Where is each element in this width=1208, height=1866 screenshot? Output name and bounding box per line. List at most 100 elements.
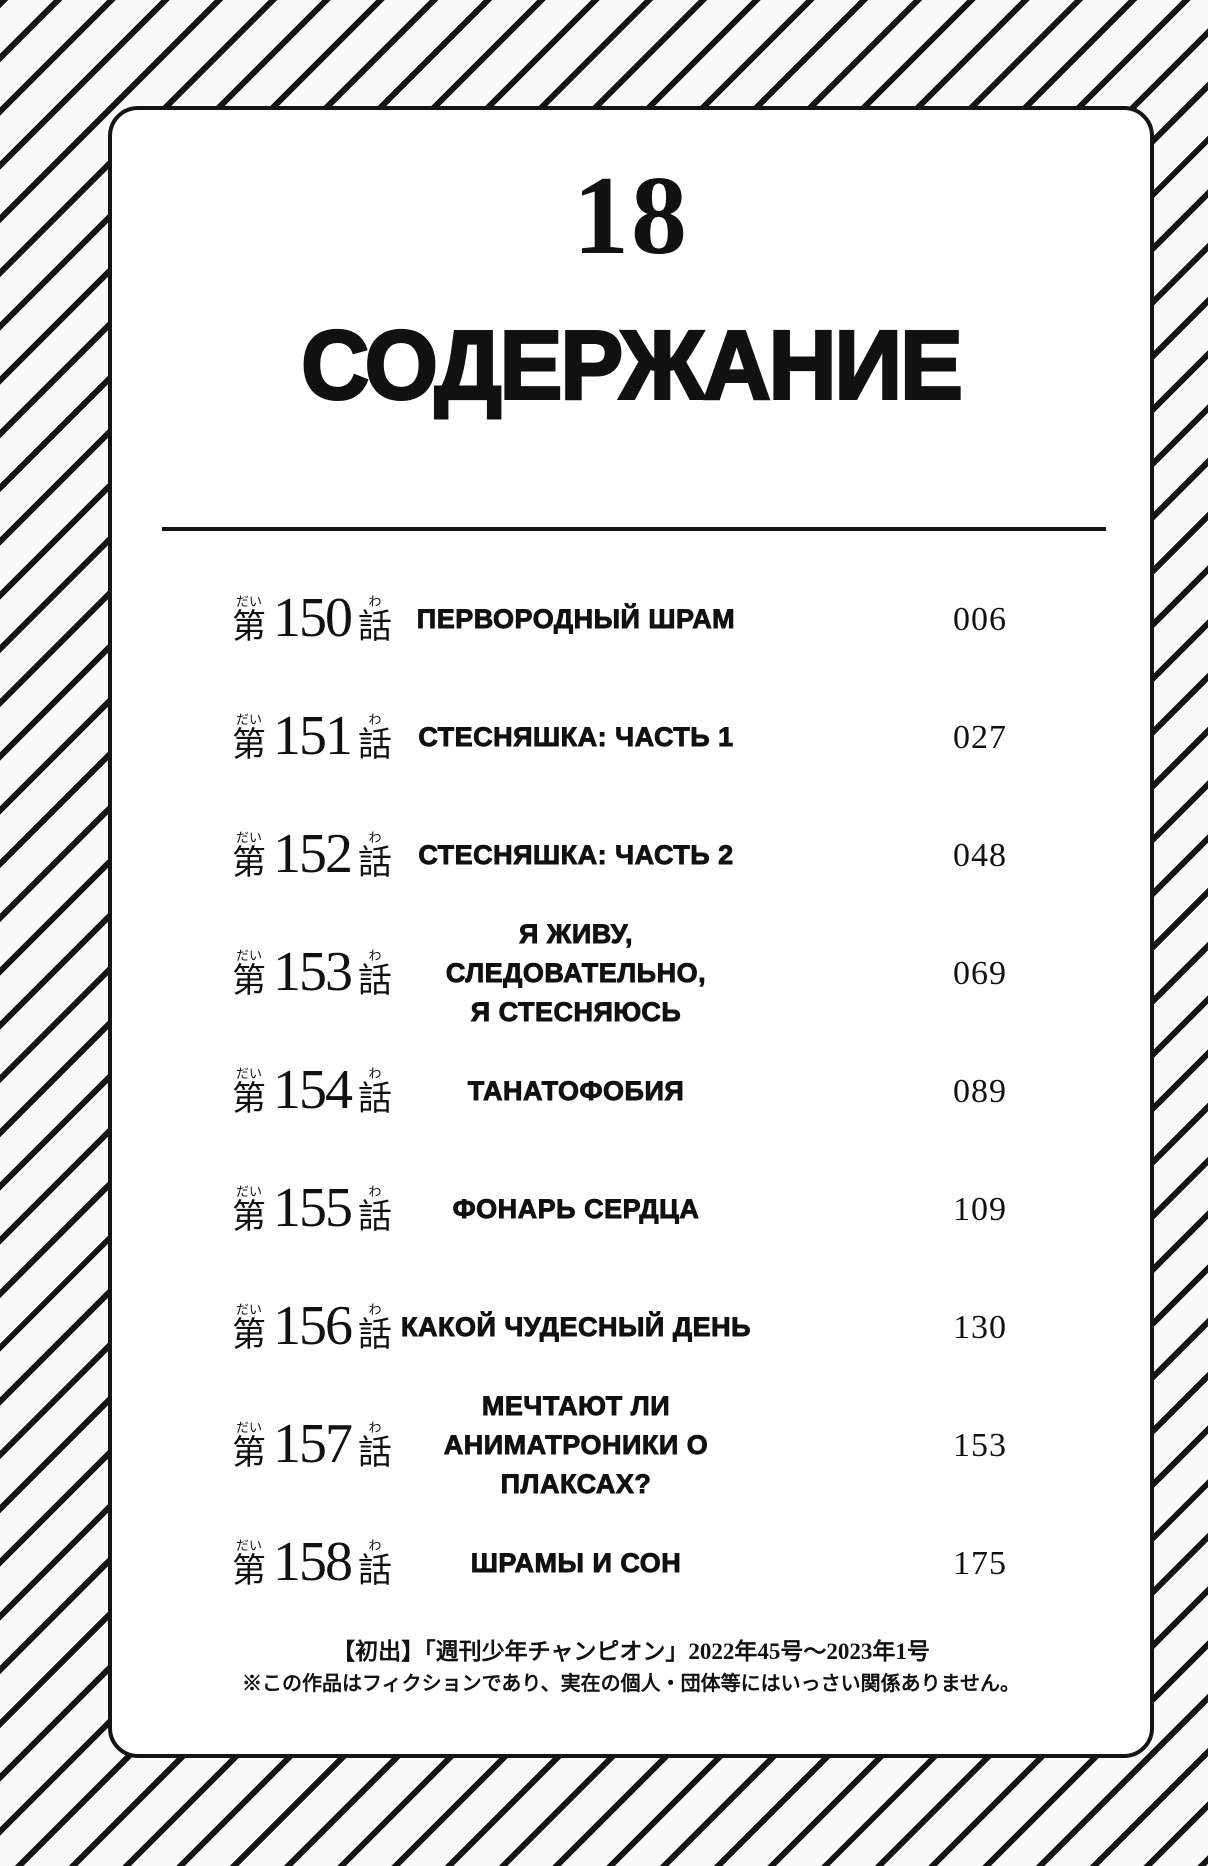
table-of-contents-row: だい 第 151 わ 話 СТЕСНЯШКА: ЧАСТЬ 1 027 xyxy=(112,679,1150,797)
chapter-suffix: わ 話 xyxy=(358,1185,392,1235)
chapter-title: КАКОЙ ЧУДЕСНЫЙ ДЕНЬ xyxy=(401,1312,751,1343)
chapter-marker: だい 第 150 わ 話 xyxy=(232,590,392,646)
chapter-suffix: わ 話 xyxy=(358,1539,392,1589)
chapter-title: ШРАМЫ И СОН xyxy=(470,1548,682,1579)
first-publication-note: 【初出】「週刊少年チャンピオン」2022年45号～2023年1号 xyxy=(332,1638,930,1664)
chapter-page-number: 130 xyxy=(953,1308,1007,1346)
chapter-number: 151 xyxy=(273,704,353,767)
chapter-prefix: だい 第 xyxy=(232,831,266,881)
chapter-title: МЕЧТАЮТ ЛИ АНИМАТРОНИКИ О ПЛАКСАХ? xyxy=(443,1390,709,1500)
chapter-number: 157 xyxy=(273,1412,353,1475)
chapter-title: Я ЖИВУ, СЛЕДОВАТЕЛЬНО, Я СТЕСНЯЮСЬ xyxy=(445,918,707,1028)
chapter-title: СТЕСНЯШКА: ЧАСТЬ 1 xyxy=(418,722,734,753)
kanji-dai: 第 xyxy=(232,1434,266,1472)
table-of-contents-row: だい 第 157 わ 話 МЕЧТАЮТ ЛИ АНИМАТРОНИКИ О П… xyxy=(112,1387,1150,1505)
chapter-page-number: 089 xyxy=(953,1072,1007,1110)
chapter-number: 156 xyxy=(273,1294,353,1357)
furigana-wa: わ xyxy=(368,1301,382,1317)
kanji-wa: 話 xyxy=(358,608,392,646)
chapter-page-number: 109 xyxy=(953,1190,1007,1228)
chapter-page-number: 048 xyxy=(953,836,1007,874)
chapter-prefix: だい 第 xyxy=(232,1185,266,1235)
kanji-dai: 第 xyxy=(232,726,266,764)
page-title: СОДЕРЖАНИЕ xyxy=(300,309,965,420)
kanji-dai: 第 xyxy=(232,844,266,882)
chapter-page-number: 069 xyxy=(953,954,1007,992)
furigana-wa: わ xyxy=(368,1183,382,1199)
chapter-suffix: わ 話 xyxy=(358,1067,392,1117)
chapter-number: 152 xyxy=(273,822,353,885)
table-of-contents-row: だい 第 155 わ 話 ФОНАРЬ СЕРДЦА 109 xyxy=(112,1151,1150,1269)
chapter-prefix: だい 第 xyxy=(232,713,266,763)
kanji-wa: 話 xyxy=(358,1434,392,1472)
furigana-wa: わ xyxy=(368,1065,382,1081)
chapter-number: 155 xyxy=(273,1176,353,1239)
kanji-wa: 話 xyxy=(358,962,392,1000)
furigana-wa: わ xyxy=(368,829,382,845)
chapter-list: だい 第 150 わ 話 ПЕРВОРОДНЫЙ ШРАМ 006 だい 第 1… xyxy=(112,561,1150,1623)
chapter-suffix: わ 話 xyxy=(358,949,392,999)
chapter-page-number: 175 xyxy=(953,1544,1007,1582)
chapter-suffix: わ 話 xyxy=(358,1303,392,1353)
kanji-dai: 第 xyxy=(232,1080,266,1118)
chapter-suffix: わ 話 xyxy=(358,831,392,881)
contents-page-card: 18 СОДЕРЖАНИЕ だい 第 150 わ 話 ПЕРВОРОДНЫЙ Ш… xyxy=(108,106,1154,1758)
chapter-title: СТЕСНЯШКА: ЧАСТЬ 2 xyxy=(418,840,734,871)
chapter-page-number: 006 xyxy=(953,600,1007,638)
kanji-wa: 話 xyxy=(358,726,392,764)
chapter-title: ФОНАРЬ СЕРДЦА xyxy=(452,1194,700,1225)
furigana-wa: わ xyxy=(368,1419,382,1435)
chapter-page-number: 153 xyxy=(953,1426,1007,1464)
kanji-wa: 話 xyxy=(358,1080,392,1118)
chapter-prefix: だい 第 xyxy=(232,1421,266,1471)
chapter-marker: だい 第 158 わ 話 xyxy=(232,1534,392,1590)
chapter-marker: だい 第 151 わ 話 xyxy=(232,708,392,764)
chapter-marker: だい 第 156 わ 話 xyxy=(232,1298,392,1354)
furigana-wa: わ xyxy=(368,947,382,963)
chapter-number: 153 xyxy=(273,940,353,1003)
furigana-dai: だい xyxy=(235,1301,262,1317)
kanji-dai: 第 xyxy=(232,1316,266,1354)
table-of-contents-row: だい 第 150 わ 話 ПЕРВОРОДНЫЙ ШРАМ 006 xyxy=(112,561,1150,679)
kanji-dai: 第 xyxy=(232,1198,266,1236)
chapter-suffix: わ 話 xyxy=(358,713,392,763)
chapter-marker: だい 第 155 わ 話 xyxy=(232,1180,392,1236)
furigana-dai: だい xyxy=(235,947,262,963)
kanji-wa: 話 xyxy=(358,844,392,882)
chapter-prefix: だい 第 xyxy=(232,1303,266,1353)
chapter-marker: だい 第 157 わ 話 xyxy=(232,1416,392,1472)
kanji-dai: 第 xyxy=(232,1552,266,1590)
kanji-dai: 第 xyxy=(232,608,266,646)
chapter-prefix: だい 第 xyxy=(232,1067,266,1117)
chapter-number: 154 xyxy=(273,1058,353,1121)
furigana-dai: だい xyxy=(235,1065,262,1081)
fiction-disclaimer: ※この作品はフィクションであり、実在の個人・団体等にはいっさい関係ありません。 xyxy=(242,1673,1020,1696)
chapter-prefix: だい 第 xyxy=(232,1539,266,1589)
furigana-dai: だい xyxy=(235,1183,262,1199)
volume-number: 18 xyxy=(573,154,689,278)
kanji-wa: 話 xyxy=(358,1552,392,1590)
kanji-dai: 第 xyxy=(232,962,266,1000)
chapter-title: ПЕРВОРОДНЫЙ ШРАМ xyxy=(416,604,736,635)
chapter-number: 150 xyxy=(273,586,353,649)
chapter-number: 158 xyxy=(273,1530,353,1593)
table-of-contents-row: だい 第 154 わ 話 ТАНАТОФОБИЯ 089 xyxy=(112,1033,1150,1151)
table-of-contents-row: だい 第 158 わ 話 ШРАМЫ И СОН 175 xyxy=(112,1505,1150,1623)
horizontal-divider xyxy=(162,526,1106,531)
chapter-title: ТАНАТОФОБИЯ xyxy=(467,1076,685,1107)
furigana-wa: わ xyxy=(368,593,382,609)
chapter-marker: だい 第 153 わ 話 xyxy=(232,944,392,1000)
furigana-dai: だい xyxy=(235,593,262,609)
kanji-wa: 話 xyxy=(358,1198,392,1236)
chapter-suffix: わ 話 xyxy=(358,595,392,645)
chapter-prefix: だい 第 xyxy=(232,949,266,999)
furigana-wa: わ xyxy=(368,711,382,727)
table-of-contents-row: だい 第 153 わ 話 Я ЖИВУ, СЛЕДОВАТЕЛЬНО, Я СТ… xyxy=(112,915,1150,1033)
chapter-suffix: わ 話 xyxy=(358,1421,392,1471)
chapter-prefix: だい 第 xyxy=(232,595,266,645)
kanji-wa: 話 xyxy=(358,1316,392,1354)
furigana-wa: わ xyxy=(368,1537,382,1553)
chapter-page-number: 027 xyxy=(953,718,1007,756)
chapter-marker: だい 第 152 わ 話 xyxy=(232,826,392,882)
table-of-contents-row: だい 第 152 わ 話 СТЕСНЯШКА: ЧАСТЬ 2 048 xyxy=(112,797,1150,915)
